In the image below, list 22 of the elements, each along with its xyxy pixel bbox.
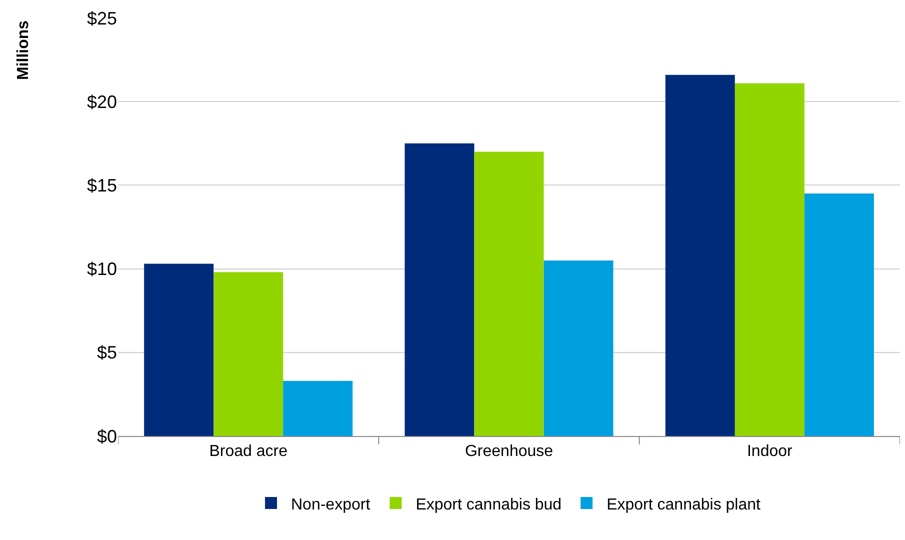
x-tick-label: Indoor [746,443,794,460]
bar [404,143,474,436]
legend-label: Non-export [291,496,371,514]
bar [804,194,874,436]
bar [665,74,735,436]
bar [474,152,544,436]
bar [144,264,214,436]
bar [283,380,353,436]
legend-label: Export cannabis bud [416,496,562,514]
y-tick-label: $25 [86,8,117,28]
y-tick-label: $5 [96,342,117,363]
y-tick-label: $10 [86,259,117,280]
bar [214,272,284,436]
y-axis-title: Millions [15,20,32,80]
legend-label: Export cannabis plant [606,496,762,514]
y-tick-label: $15 [86,176,117,196]
y-tick-label: $20 [86,92,117,112]
bar [734,83,804,436]
x-tick-label: Broad acre [209,443,288,460]
x-tick-label: Greenhouse [464,443,554,460]
bar [544,260,614,436]
y-tick-label: $0 [96,426,117,446]
